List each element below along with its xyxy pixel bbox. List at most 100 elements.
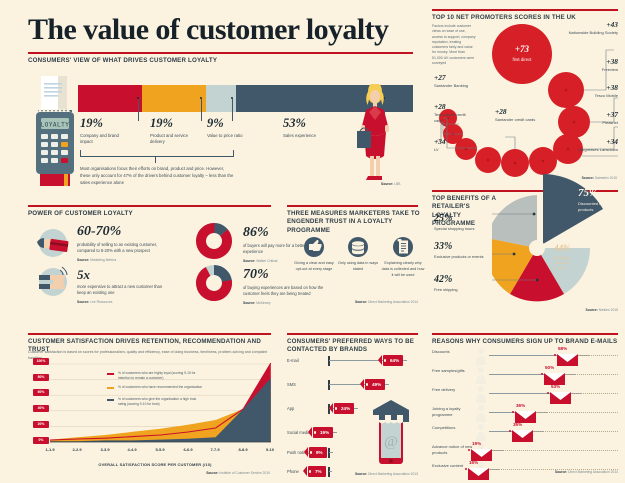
x-tick-8: 9-10 <box>265 447 274 452</box>
email-trailing-dots <box>489 469 618 470</box>
y-tick-60: 60% <box>33 389 49 396</box>
kpi-caption: Product and service delivery <box>150 132 188 144</box>
pie-name: Special shopping hours <box>434 226 475 231</box>
y-tick-0: 0% <box>33 437 49 444</box>
nps-value: +27 <box>434 73 446 82</box>
kpi-caption: Value to price ratio <box>207 132 243 138</box>
kpi-value-to-price-ratio: 9% Value to price ratio <box>207 117 259 139</box>
person-icon <box>476 348 486 365</box>
power-cell-feelings: 70% of buying experiences are based on h… <box>243 268 331 305</box>
email-label: Exclusive content <box>432 463 464 468</box>
envelope-icon <box>557 354 578 366</box>
y-tick-80: 80% <box>33 374 49 381</box>
x-tick-6: 7-7.9 <box>210 447 220 452</box>
nps-label-santander-credit-cards: +28 Santander credit cards <box>495 108 537 123</box>
nps-label-nationwide: +43 Nationwide Building Society <box>560 21 618 36</box>
measure-explaining: Explaining clearly why data is collected… <box>381 237 425 279</box>
header-divider <box>28 52 413 54</box>
envelope-icon <box>515 411 536 423</box>
contact-value-tag: 19% <box>308 427 334 438</box>
measure-caption: Only using data in ways stated <box>337 261 379 271</box>
pie-callout-special-hours: 25% Special shopping hours <box>434 214 486 232</box>
email-value: 36% <box>516 403 526 408</box>
shopper-woman-illustration <box>357 84 389 180</box>
nps-label-lv: +34 LV <box>434 138 474 153</box>
x-tick-5: 6-6.9 <box>183 447 193 452</box>
contact-label: SMS <box>287 382 296 387</box>
legend-swatch-trust <box>107 399 114 401</box>
hand-card-icon <box>37 229 69 257</box>
nps-value: +28 <box>495 107 507 116</box>
section-title-power: POWER OF CUSTOMER LOYALTY <box>28 210 133 217</box>
envelope-icon <box>512 430 533 442</box>
pie-slice-label-44: Enhanced <box>554 256 570 260</box>
leader-dot-1 <box>137 97 140 100</box>
contact-label: Social media <box>287 430 311 435</box>
nps-name: Santander credit cards <box>495 116 536 122</box>
email-label: Free samples/gifts <box>432 368 465 373</box>
page-title: The value of customer loyalty <box>28 13 389 46</box>
section-title-emails: REASONS WHY CONSUMERS SIGN UP TO BRAND E… <box>432 338 618 345</box>
person-icon <box>476 367 486 384</box>
kpi-caption: Company and brand impact <box>80 132 119 144</box>
nps-source: Source: Satmetrix 2015 <box>581 176 617 180</box>
nps-label-hargreaves: +34 Hargreaves Lansdown <box>560 138 618 153</box>
legend-label-loyal: % of customers who are highly loyal (sco… <box>118 371 196 380</box>
email-connector <box>489 393 582 394</box>
nps-label-freeview: +38 Freeview <box>560 58 618 73</box>
power-source: Source: McKinsey <box>243 300 271 305</box>
pie-value: 42% <box>434 274 453 285</box>
measures-divider <box>287 205 418 207</box>
kpi-caption: Sales experience <box>283 132 316 138</box>
power-source: Source: Walker Critical <box>243 258 278 263</box>
contact-row-app: App 24% <box>287 403 418 415</box>
contact-value-tag: 49% <box>360 379 386 390</box>
svg-text:customer: customer <box>554 261 570 265</box>
x-tick-4: 5-5.9 <box>155 447 165 452</box>
contact-row-sms: SMS 49% <box>287 379 418 391</box>
email-dot <box>541 373 543 375</box>
email-trailing-dots <box>533 431 618 432</box>
svg-text:LOYALTY: LOYALTY <box>41 122 70 129</box>
nps-label-pleasnet: +37 Pleasnet <box>560 111 618 126</box>
nps-name: Nationwide Building Society <box>568 29 618 35</box>
satisfaction-area-chart <box>49 362 272 443</box>
power-divider <box>28 205 271 207</box>
contact-value-tag: 64% <box>378 355 404 366</box>
nps-name: LV <box>434 146 439 152</box>
person-icon <box>476 424 486 441</box>
leader-line-4 <box>384 99 385 121</box>
nps-name: Tesco Mobile <box>594 92 618 98</box>
email-row-exclusive-content: Exclusive content 16% <box>432 460 618 480</box>
power-cell-pay-more: 86% of buyers will pay more for a better… <box>243 226 331 263</box>
nps-name: Santander Banking <box>434 82 469 88</box>
power-value: 86% <box>243 225 269 240</box>
email-dot <box>468 449 470 451</box>
email-label: Discounts <box>432 349 450 354</box>
kpi-product-service-delivery: 19% Product and service delivery <box>150 117 202 145</box>
power-caption: of buying experiences are based on how t… <box>243 285 324 297</box>
nps-bubble-chart: +73 first direct <box>437 24 618 177</box>
nps-value: +37 <box>606 110 618 119</box>
email-trailing-dots <box>492 450 618 451</box>
y-tick-20: 20% <box>33 421 49 428</box>
measure-opt-out: Giving a clear and easy opt-out at every… <box>292 237 336 273</box>
contact-value-tag: 7% <box>303 466 326 477</box>
svg-text:@: @ <box>384 434 398 450</box>
power-caption: probability of selling to an existing cu… <box>77 242 158 254</box>
nps-value: +38 <box>606 57 618 66</box>
email-value: 35% <box>513 422 523 427</box>
power-source: Source: Marketing Metrics <box>77 257 117 262</box>
email-value: 16% <box>469 460 479 465</box>
satisfaction-source: Source: Institute of Customer Service 20… <box>206 471 270 475</box>
x-tick-3: 4-4.9 <box>127 447 137 452</box>
leader-line-2 <box>201 99 202 121</box>
data-icon <box>348 237 368 257</box>
power-caption: more expensive to attract a new customer… <box>77 284 163 296</box>
drivers-brace <box>80 150 234 157</box>
measure-data-use: Only using data in ways stated <box>336 237 380 273</box>
pie-slice-value-44: 44% <box>553 243 571 253</box>
svg-text:products: products <box>578 207 593 212</box>
emails-source: Source: Direct Marketing Association 201… <box>554 470 618 474</box>
contact-label: E-mail <box>287 358 299 363</box>
